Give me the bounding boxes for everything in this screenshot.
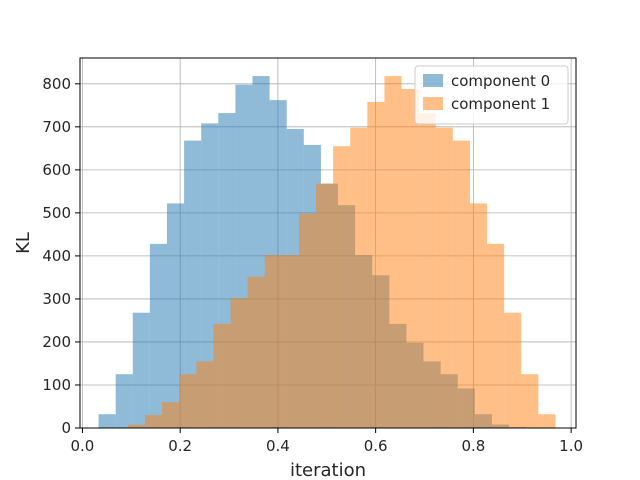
bar-series-1-bin-15 bbox=[367, 101, 385, 428]
x-tick-label-3: 0.6 bbox=[364, 437, 388, 455]
legend-label-1: component 1 bbox=[451, 95, 550, 113]
x-axis-label: iteration bbox=[290, 460, 366, 480]
bar-series-1-bin-9 bbox=[264, 255, 282, 428]
bar-series-1-bin-19 bbox=[435, 127, 453, 428]
legend-label-0: component 0 bbox=[451, 72, 550, 90]
bar-series-1-bin-10 bbox=[281, 255, 299, 428]
y-tick-label-5: 500 bbox=[42, 204, 71, 222]
bar-series-1-bin-3 bbox=[162, 402, 180, 428]
bar-series-1-bin-1 bbox=[127, 424, 145, 428]
y-tick-label-8: 800 bbox=[42, 75, 71, 93]
bar-series-1-bin-25 bbox=[538, 414, 556, 428]
bar-series-1-bin-6 bbox=[213, 323, 231, 428]
bar-series-1-bin-14 bbox=[350, 127, 368, 428]
x-tick-label-2: 0.4 bbox=[266, 437, 290, 455]
x-tick-label-4: 0.8 bbox=[461, 437, 485, 455]
legend-swatch-0 bbox=[423, 74, 443, 87]
y-tick-label-7: 700 bbox=[42, 118, 71, 136]
y-axis-label: KL bbox=[13, 232, 34, 254]
histogram-bars bbox=[98, 76, 556, 429]
series-1-bars bbox=[110, 76, 556, 429]
x-tick-label-1: 0.2 bbox=[168, 437, 192, 455]
y-tick-label-3: 300 bbox=[42, 290, 71, 308]
y-tick-label-2: 200 bbox=[42, 333, 71, 351]
y-tick-label-0: 0 bbox=[61, 419, 71, 437]
bar-series-1-bin-17 bbox=[401, 88, 419, 428]
bar-series-0-bin-1 bbox=[115, 374, 133, 428]
bar-series-1-bin-5 bbox=[196, 361, 214, 428]
bar-series-1-bin-22 bbox=[487, 243, 505, 428]
legend-box bbox=[414, 65, 569, 125]
bar-series-0-bin-5 bbox=[184, 140, 202, 428]
bar-series-1-bin-13 bbox=[333, 146, 351, 428]
bar-series-1-bin-23 bbox=[504, 312, 522, 428]
bar-series-0-bin-2 bbox=[132, 312, 150, 428]
bar-series-1-bin-12 bbox=[316, 183, 334, 428]
y-axis-ticks: 0 100 200 300 400 500 600 700 800 bbox=[42, 75, 80, 437]
y-tick-label-1: 100 bbox=[42, 376, 71, 394]
bar-series-1-bin-16 bbox=[384, 76, 402, 429]
bar-series-1-bin-18 bbox=[418, 113, 436, 429]
legend-swatch-1 bbox=[423, 97, 443, 110]
bar-series-1-bin-24 bbox=[521, 374, 539, 428]
bar-series-1-bin-8 bbox=[247, 276, 265, 428]
bar-series-1-bin-20 bbox=[452, 140, 470, 428]
x-tick-label-0: 0.0 bbox=[71, 437, 95, 455]
x-axis-ticks: 0.0 0.2 0.4 0.6 0.8 1.0 bbox=[71, 428, 583, 455]
y-tick-label-6: 600 bbox=[42, 161, 71, 179]
y-tick-label-4: 400 bbox=[42, 247, 71, 265]
bar-series-0-bin-4 bbox=[166, 203, 185, 428]
plot-frame bbox=[79, 57, 577, 429]
bar-series-1-bin-21 bbox=[469, 203, 488, 428]
bar-series-1-bin-2 bbox=[144, 415, 163, 428]
bar-series-1-bin-4 bbox=[179, 374, 197, 428]
bar-series-0-bin-0 bbox=[98, 414, 116, 428]
bar-series-1-bin-7 bbox=[230, 298, 248, 428]
legend: component 0 component 1 bbox=[414, 65, 569, 125]
bar-series-0-bin-3 bbox=[149, 243, 167, 428]
x-tick-label-5: 1.0 bbox=[559, 437, 583, 455]
bar-series-1-bin-11 bbox=[298, 213, 317, 428]
